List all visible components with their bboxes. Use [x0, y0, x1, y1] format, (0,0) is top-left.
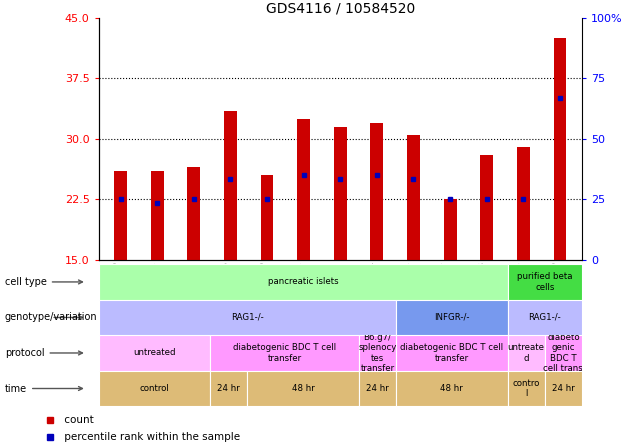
- Bar: [151, 171, 163, 260]
- Text: protocol: protocol: [5, 348, 83, 358]
- Bar: [297, 119, 310, 260]
- Bar: [508, 335, 545, 371]
- Text: 48 hr: 48 hr: [292, 384, 314, 393]
- Bar: [517, 147, 530, 260]
- Text: percentile rank within the sample: percentile rank within the sample: [61, 432, 240, 442]
- Text: 48 hr: 48 hr: [440, 384, 463, 393]
- Bar: [114, 171, 127, 260]
- Bar: [99, 264, 508, 300]
- Text: time: time: [5, 384, 83, 393]
- Bar: [396, 300, 508, 335]
- Bar: [508, 300, 582, 335]
- Text: 24 hr: 24 hr: [218, 384, 240, 393]
- Bar: [553, 38, 567, 260]
- Bar: [334, 127, 347, 260]
- Text: control: control: [139, 384, 169, 393]
- Bar: [508, 264, 582, 300]
- Text: 24 hr: 24 hr: [552, 384, 575, 393]
- Bar: [359, 371, 396, 406]
- Bar: [261, 175, 273, 260]
- Bar: [359, 335, 396, 371]
- Bar: [99, 335, 210, 371]
- Title: GDS4116 / 10584520: GDS4116 / 10584520: [266, 1, 415, 15]
- Bar: [480, 155, 493, 260]
- Text: contro
l: contro l: [513, 379, 540, 398]
- Bar: [396, 335, 508, 371]
- Bar: [99, 371, 210, 406]
- Bar: [371, 123, 384, 260]
- Text: diabetogenic BDC T cell
transfer: diabetogenic BDC T cell transfer: [400, 343, 503, 363]
- Text: 24 hr: 24 hr: [366, 384, 389, 393]
- Bar: [188, 167, 200, 260]
- Text: INFGR-/-: INFGR-/-: [434, 313, 469, 322]
- Text: RAG1-/-: RAG1-/-: [231, 313, 264, 322]
- Text: cell type: cell type: [5, 277, 83, 287]
- Text: diabetogenic BDC T cell
transfer: diabetogenic BDC T cell transfer: [233, 343, 336, 363]
- Bar: [99, 300, 396, 335]
- Text: purified beta
cells: purified beta cells: [517, 272, 572, 292]
- Text: genotype/variation: genotype/variation: [5, 313, 97, 322]
- Text: untreated: untreated: [133, 349, 176, 357]
- Text: count: count: [61, 415, 93, 425]
- Bar: [444, 199, 457, 260]
- Bar: [545, 335, 582, 371]
- Bar: [210, 335, 359, 371]
- Text: diabeto
genic
BDC T
cell trans: diabeto genic BDC T cell trans: [544, 333, 583, 373]
- Bar: [210, 371, 247, 406]
- Bar: [545, 371, 582, 406]
- Text: pancreatic islets: pancreatic islets: [268, 278, 338, 286]
- Text: untreate
d: untreate d: [508, 343, 544, 363]
- Bar: [247, 371, 359, 406]
- Bar: [224, 111, 237, 260]
- Text: RAG1-/-: RAG1-/-: [529, 313, 561, 322]
- Bar: [396, 371, 508, 406]
- Text: B6.g7/
splenocy
tes
transfer: B6.g7/ splenocy tes transfer: [358, 333, 397, 373]
- Bar: [508, 371, 545, 406]
- Bar: [407, 135, 420, 260]
